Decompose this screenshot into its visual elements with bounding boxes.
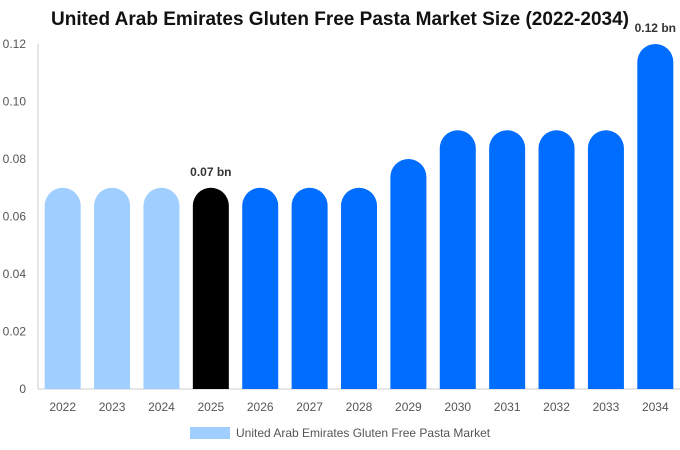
bar-2026: [242, 187, 279, 389]
x-tick-label: 2028: [346, 400, 373, 414]
y-tick-label: 0.04: [3, 267, 27, 281]
bar-2031: [489, 130, 526, 389]
legend-label: United Arab Emirates Gluten Free Pasta M…: [236, 426, 491, 440]
x-tick-label: 2029: [395, 400, 422, 414]
x-tick-label: 2025: [197, 400, 224, 414]
bar-2032: [538, 130, 575, 390]
legend[interactable]: United Arab Emirates Gluten Free Pasta M…: [190, 426, 490, 440]
x-tick-label: 2023: [99, 400, 126, 414]
bar-2030: [439, 130, 476, 390]
bar-2033: [587, 130, 624, 390]
y-tick-label: 0: [19, 382, 26, 396]
bar-2023: [94, 187, 131, 389]
bar-2024: [143, 187, 180, 389]
bar-2027: [291, 187, 328, 389]
x-tick-label: 2032: [543, 400, 570, 414]
x-tick-label: 2030: [444, 400, 471, 414]
bar-2022: [44, 187, 81, 389]
x-tick-label: 2022: [49, 400, 76, 414]
x-tick-label: 2027: [296, 400, 323, 414]
bar-2029: [390, 159, 427, 389]
x-tick-label: 2034: [642, 400, 669, 414]
x-tick-label: 2033: [593, 400, 620, 414]
x-tick-label: 2026: [247, 400, 274, 414]
y-tick-label: 0.02: [3, 325, 27, 339]
bar-2025: [192, 187, 229, 389]
bar-2028: [341, 187, 377, 389]
y-tick-label: 0.08: [3, 152, 27, 166]
x-tick-label: 2031: [494, 400, 521, 414]
chart-title: United Arab Emirates Gluten Free Pasta M…: [51, 9, 629, 30]
bar-2034: [637, 44, 674, 389]
data-label: 0.07 bn: [190, 165, 231, 179]
y-tick-label: 0.12: [3, 37, 27, 51]
x-tick-label: 2024: [148, 400, 175, 414]
y-tick-label: 0.10: [3, 95, 27, 109]
data-label: 0.12 bn: [635, 21, 676, 35]
y-tick-label: 0.06: [3, 210, 27, 224]
legend-swatch: [190, 427, 230, 439]
